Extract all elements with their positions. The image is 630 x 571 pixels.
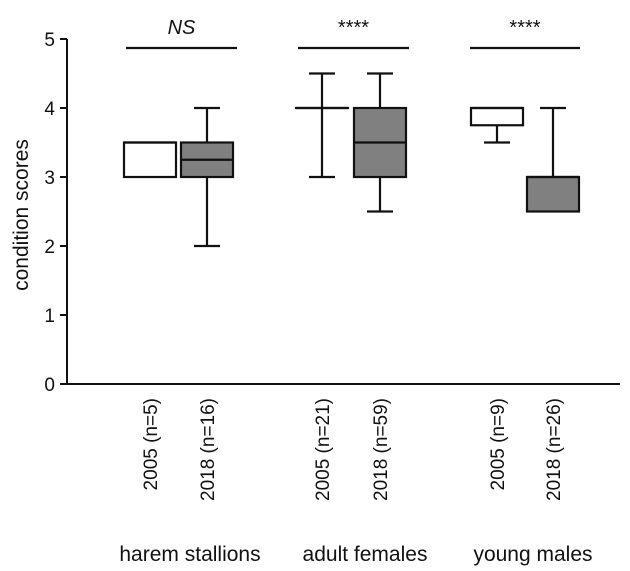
category-label: 2005 (n=21) [313,398,334,501]
y-tick-label: 0 [44,375,55,396]
y-axis: 0 1 2 3 4 5 [44,30,620,396]
box-body [525,175,581,213]
box-2-0 [469,106,525,144]
box-0-0 [122,141,178,179]
category-label: 2018 (n=59) [371,398,392,501]
significance-layer: NS **** **** [126,17,580,50]
category-labels: 2005 (n=5) 2018 (n=16) 2005 (n=21) 2018 (n=… [141,398,565,501]
box-body [122,141,178,179]
y-tick-label: 3 [44,168,55,189]
box-2-1 [525,106,581,213]
significance-label: **** [509,17,540,39]
y-tick-label: 4 [44,99,55,120]
category-label: 2005 (n=9) [488,398,509,490]
y-axis-title: condition scores [10,139,33,291]
significance-label: **** [338,17,369,39]
box-body [469,106,525,127]
group-label: harem stallions [119,543,260,566]
box-layer [122,72,581,248]
group-label: young males [473,543,592,566]
box-1-0 [294,72,350,179]
y-tick-label: 2 [44,237,55,258]
category-label: 2018 (n=26) [544,398,565,501]
group-label: adult females [303,543,428,566]
y-tick-label: 5 [44,30,55,51]
category-label: 2018 (n=16) [198,398,219,501]
significance-label: NS [168,17,196,39]
box-0-1 [179,106,235,248]
y-tick-label: 1 [44,306,55,327]
category-label: 2005 (n=5) [141,398,162,490]
box-1-1 [352,72,408,213]
group-labels: harem stallions adult females young males [119,543,592,566]
